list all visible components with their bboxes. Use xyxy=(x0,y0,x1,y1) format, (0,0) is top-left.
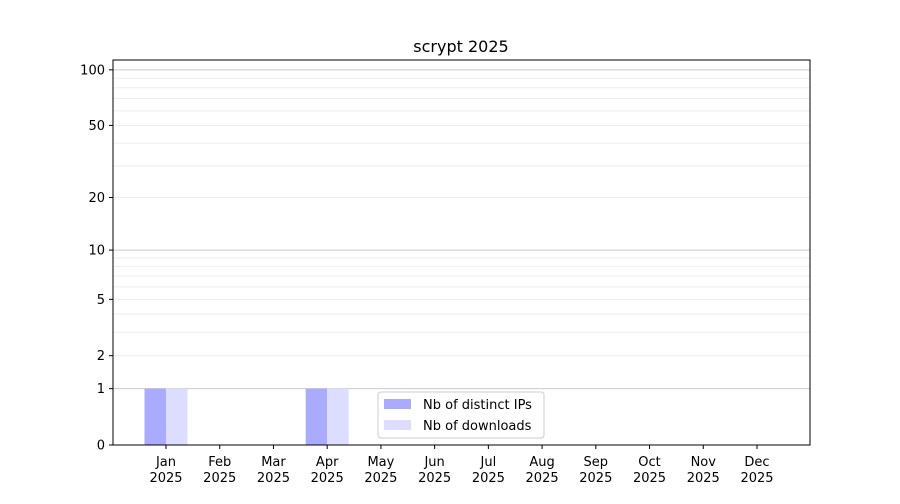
x-tick-label: 2025 xyxy=(311,471,344,486)
y-tick-label: 50 xyxy=(88,119,105,134)
x-tick-label: Dec xyxy=(744,455,769,470)
legend-label: Nb of distinct IPs xyxy=(423,398,532,413)
x-tick-label: Jan xyxy=(155,455,176,470)
x-tick-label: 2025 xyxy=(472,471,505,486)
x-tick-label: Mar xyxy=(261,455,286,470)
bar xyxy=(166,388,188,445)
legend-box xyxy=(377,391,545,439)
x-tick-label: 2025 xyxy=(257,471,290,486)
y-tick-label: 2 xyxy=(97,349,105,364)
x-tick-label: 2025 xyxy=(687,471,720,486)
y-tick-label: 10 xyxy=(88,244,105,259)
x-tick-label: Jun xyxy=(423,455,444,470)
legend-label: Nb of downloads xyxy=(423,419,532,434)
x-tick-label: 2025 xyxy=(203,471,236,486)
x-tick-label: 2025 xyxy=(364,471,397,486)
x-tick-label: Feb xyxy=(208,455,231,470)
x-tick-label: Jul xyxy=(480,455,497,470)
bar xyxy=(144,388,166,445)
x-tick-label: Oct xyxy=(638,455,660,470)
y-tick-label: 5 xyxy=(97,293,105,308)
legend: Nb of distinct IPs Nb of downloads xyxy=(377,391,545,439)
x-tick-label: Apr xyxy=(316,455,339,470)
x-tick-label: 2025 xyxy=(740,471,773,486)
bar xyxy=(305,388,328,445)
legend-swatch xyxy=(384,420,411,430)
legend-swatch xyxy=(384,399,411,409)
plot-area-frame xyxy=(112,59,811,446)
y-tick-label: 1 xyxy=(97,382,105,397)
y-tick-label: 100 xyxy=(80,63,105,78)
y-tick-label: 0 xyxy=(97,439,105,454)
chart-title: scrypt 2025 xyxy=(413,37,508,56)
x-tick-label: 2025 xyxy=(526,471,559,486)
x-tick-label: 2025 xyxy=(149,471,182,486)
bar xyxy=(327,388,349,445)
x-tick-label: May xyxy=(367,455,394,470)
x-tick-label: Aug xyxy=(529,455,554,470)
x-tick-label: 2025 xyxy=(633,471,666,486)
x-tick-label: Nov xyxy=(691,455,717,470)
y-tick-label: 20 xyxy=(88,191,105,206)
x-tick-label: 2025 xyxy=(579,471,612,486)
x-tick-label: Sep xyxy=(584,455,609,470)
x-tick-label: 2025 xyxy=(418,471,451,486)
